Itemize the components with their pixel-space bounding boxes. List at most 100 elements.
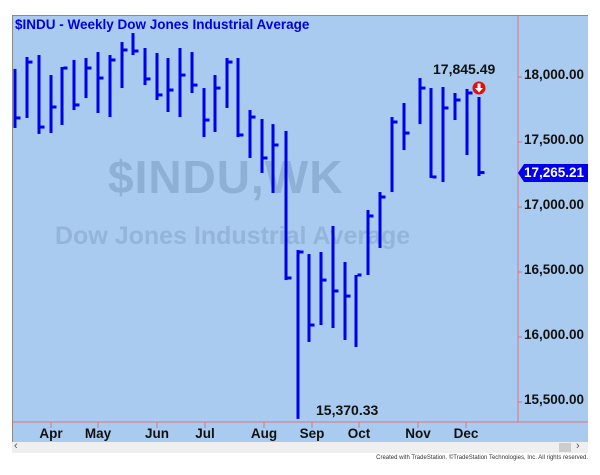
ohlc-bar [331,225,335,329]
ohlc-close-tick [40,125,45,129]
ohlc-bar [236,58,240,138]
ohlc-close-tick [310,323,315,327]
ohlc-close-tick [228,60,233,64]
ohlc-close-tick [111,58,116,62]
ohlc-close-tick [28,60,33,64]
ohlc-bar [202,88,206,138]
ohlc-bar [260,118,264,173]
ohlc-close-tick [287,276,292,280]
ohlc-bar [37,55,41,134]
ohlc-bar [343,261,347,340]
ohlc-bar [441,87,445,183]
ohlc-bar [390,117,394,193]
ohlc-close-tick [369,214,374,218]
ohlc-bar [354,274,358,348]
ohlc-bar [465,88,469,155]
x-tick-label: Nov [405,426,431,441]
ohlc-close-tick [251,115,256,119]
ohlc-close-tick [456,98,461,102]
high-annotation: 17,845.49 [433,61,496,77]
x-tick-label: Aug [250,426,278,441]
ohlc-close-tick [421,86,426,90]
ohlc-bar [96,52,100,114]
ohlc-bar [402,103,406,151]
ohlc-bar [418,78,422,125]
ohlc-close-tick [123,48,128,52]
ohlc-bar [120,42,124,89]
ohlc-close-tick [16,116,21,120]
low-annotation: 15,370.33 [316,402,379,418]
last-price-tag-shape [518,164,588,182]
ohlc-close-tick [432,175,437,179]
ohlc-close-tick [444,106,449,110]
last-price-tag [518,164,588,182]
ohlc-bar [366,209,370,275]
down-arrow-alert-icon[interactable] [472,81,486,95]
x-tick-label: Oct [347,426,371,441]
ohlc-close-tick [346,294,351,298]
ohlc-bar [108,55,112,118]
ohlc-bar [13,68,17,128]
ohlc-close-tick [299,250,304,254]
x-tick-label: Apr [39,426,63,441]
ohlc-close-tick [75,103,80,107]
ohlc-close-tick [99,76,104,80]
ohlc-bar [225,58,229,108]
ohlc-close-tick [52,105,57,109]
alert-arrow-stem [477,83,481,89]
price-plot[interactable] [12,15,588,443]
ohlc-bar [477,97,481,177]
ohlc-bar [319,251,323,326]
ohlc-bar [296,250,300,419]
horizontal-scrollbar[interactable]: ‹ › [12,440,588,453]
ohlc-bar [271,124,275,193]
ohlc-close-tick [322,278,327,282]
scroll-thumb[interactable] [559,443,571,452]
copyright-footer: Created with TradeStation. ©TradeStation… [376,455,588,461]
ohlc-close-tick [334,289,339,293]
y-tick-label: 18,000.00 [524,67,585,82]
y-tick-label: 17,000.00 [524,197,585,212]
scroll-left-button[interactable]: ‹ [14,440,18,452]
y-tick-label: 17,500.00 [524,132,585,147]
ohlc-bar [213,75,217,132]
alert-arrow-head [475,88,483,93]
x-tick-label: Jul [195,426,215,441]
ohlc-bar [453,92,457,121]
ohlc-bar [178,48,182,118]
chart-title: $INDU - Weekly Dow Jones Industrial Aver… [15,17,310,32]
ohlc-close-tick [468,91,473,95]
ohlc-bar [131,33,135,56]
last-price-label: 17,265.21 [524,165,585,180]
ohlc-bar [155,52,159,101]
y-tick-label: 16,500.00 [524,262,585,277]
ohlc-close-tick [134,49,139,53]
ohlc-close-tick [405,131,410,135]
x-tick-label: Dec [453,426,479,441]
ohlc-close-tick [193,83,198,87]
ohlc-bar [378,192,382,248]
ohlc-bar [429,88,433,179]
ohlc-close-tick [181,73,186,77]
ohlc-close-tick [239,133,244,137]
ohlc-close-tick [158,93,163,97]
ohlc-bar [307,254,311,342]
ohlc-bar [84,58,88,99]
ohlc-bar [166,58,170,112]
ohlc-bar [49,75,53,134]
watermark-symbol: $INDU,WK [108,151,344,203]
ohlc-close-tick [169,88,174,92]
y-tick-label: 15,500.00 [524,392,585,407]
ohlc-close-tick [381,195,386,199]
ohlc-bar [284,130,288,281]
x-tick-label: May [84,426,112,441]
x-tick-label: Sep [299,426,325,441]
ohlc-close-tick [393,120,398,124]
ohlc-bar [248,110,252,158]
ohlc-close-tick [480,171,485,175]
scroll-right-button[interactable]: › [576,440,580,452]
watermark-name: Dow Jones Industrial Average [55,222,411,250]
ohlc-bar [60,66,64,125]
ohlc-close-tick [263,156,268,160]
ohlc-bar [72,59,76,111]
